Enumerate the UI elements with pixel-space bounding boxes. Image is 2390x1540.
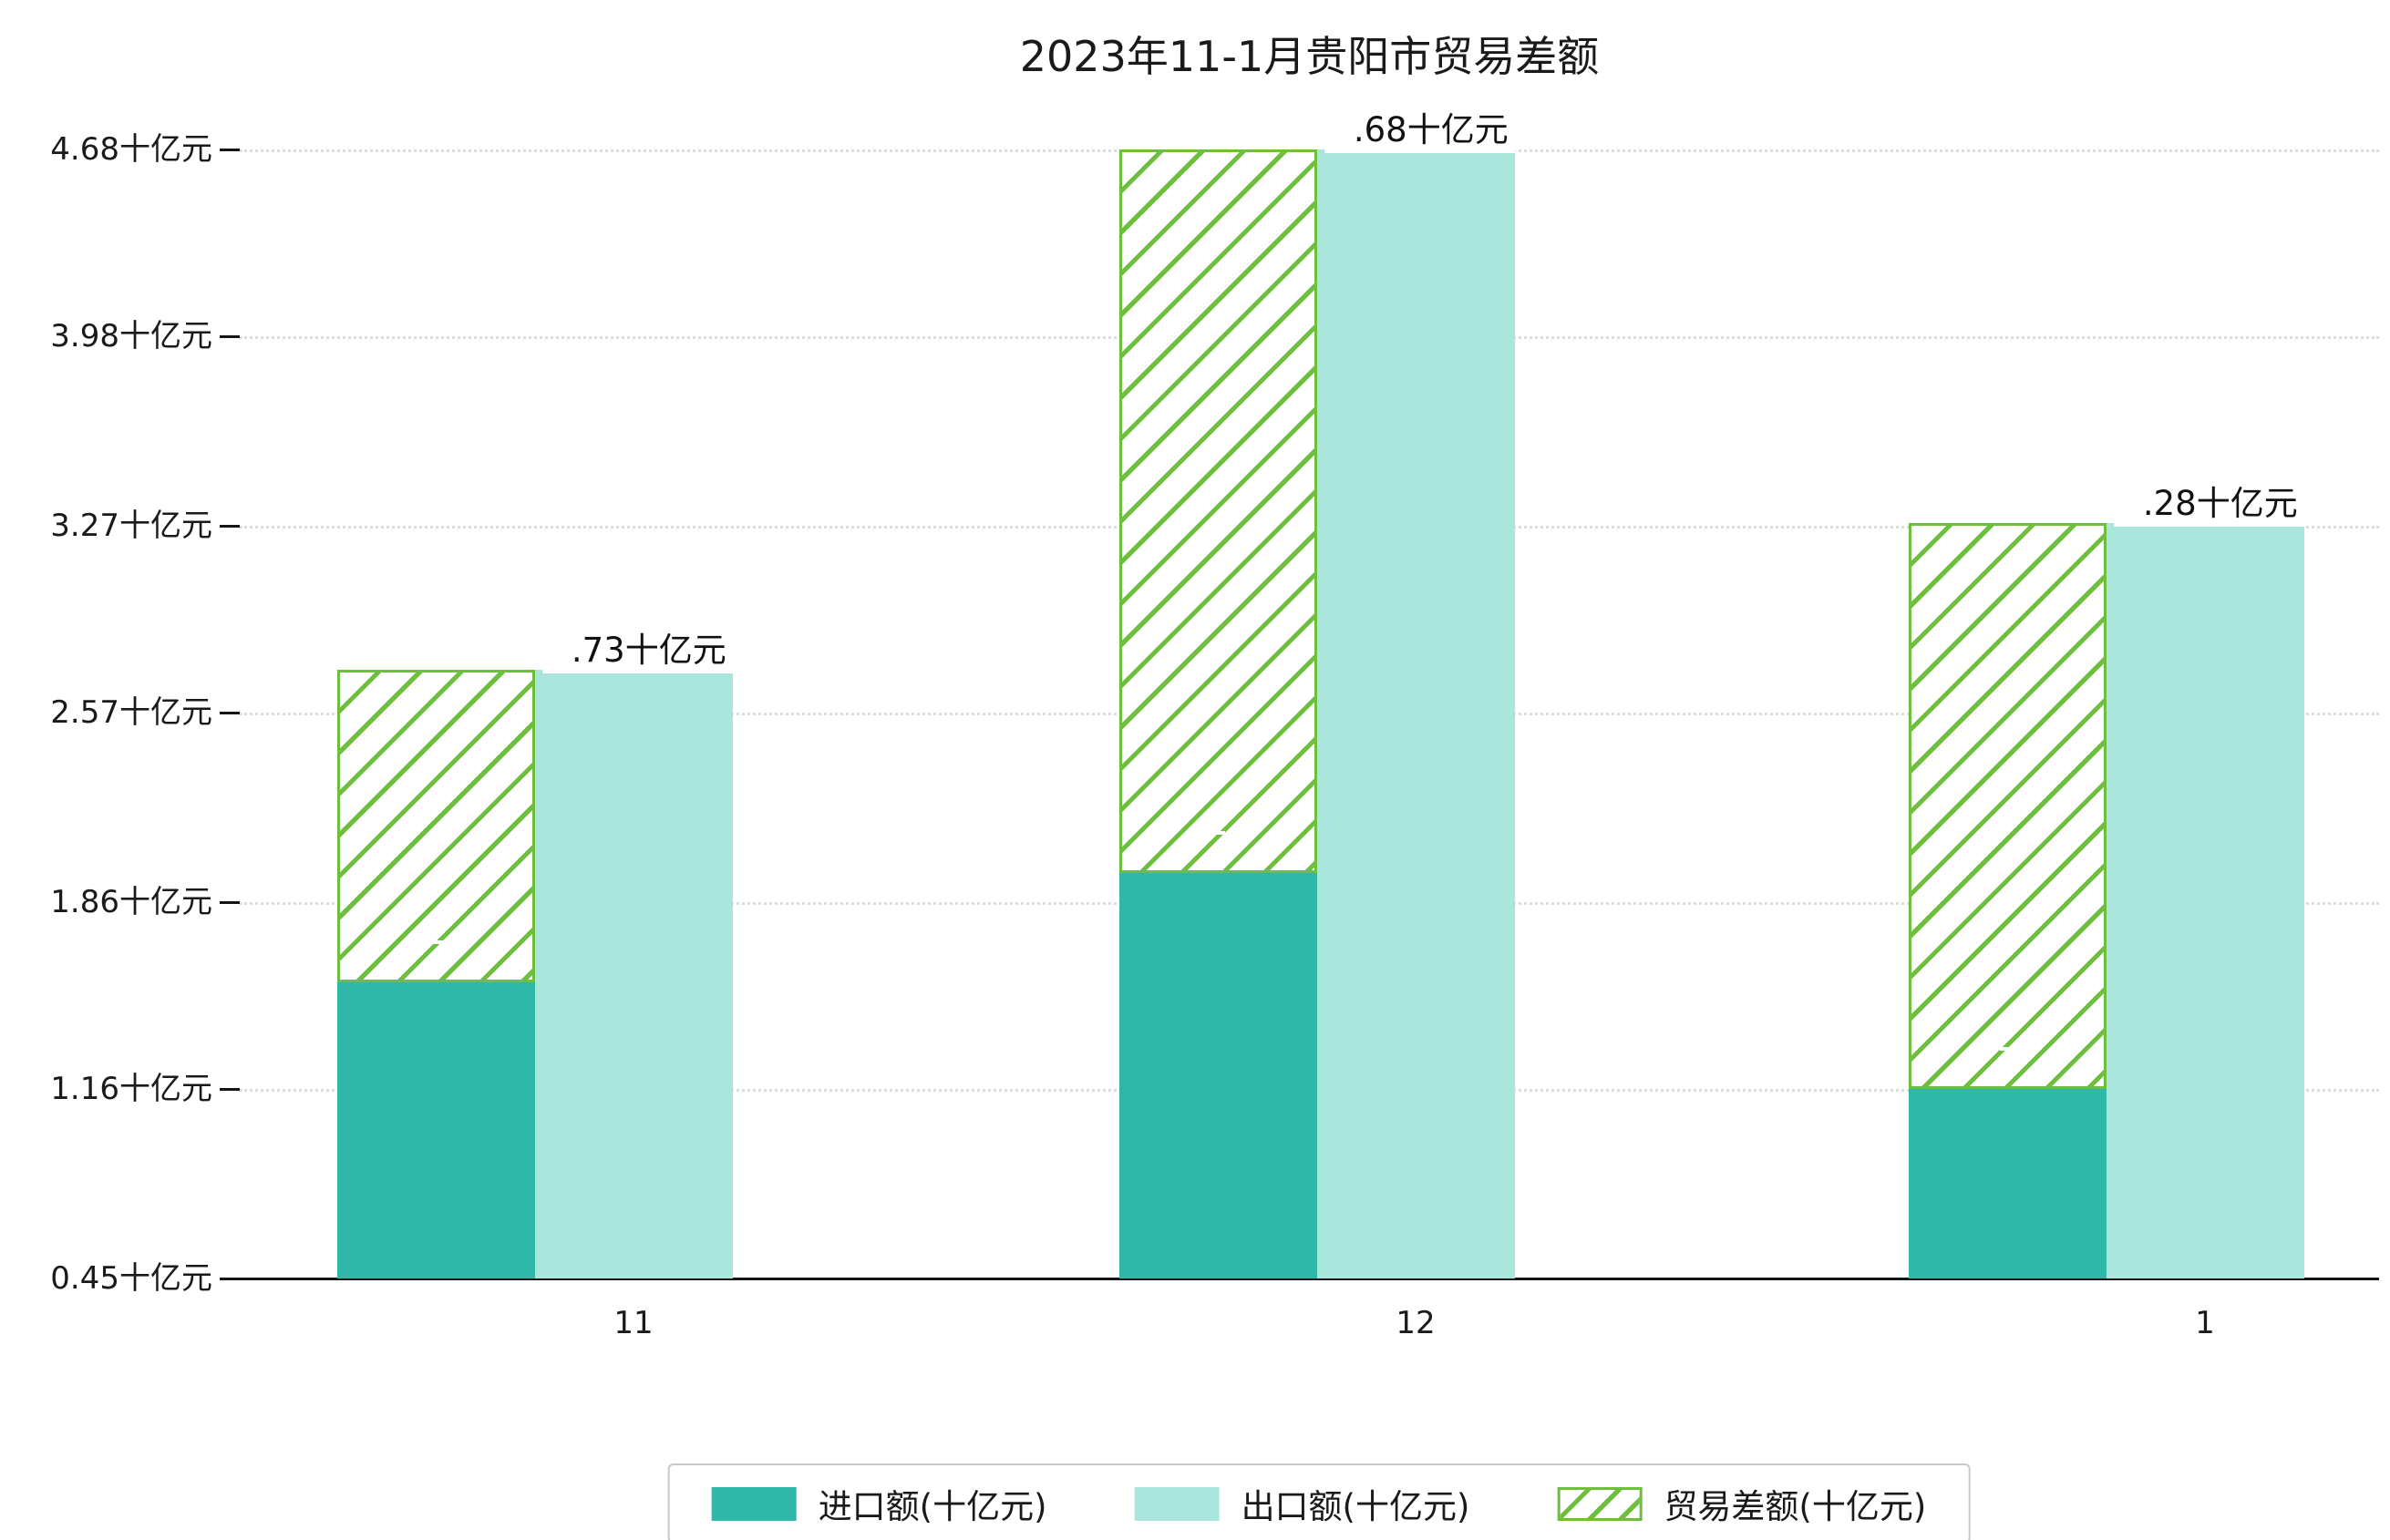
y-axis-tick-label: 3.98十亿元 — [50, 318, 212, 354]
chart-title: 2023年11-1月贵阳市贸易差额 — [1019, 32, 1600, 81]
label-trade-balance-11 — [428, 642, 443, 647]
label-import-11 — [428, 939, 443, 944]
y-tick-mark — [220, 1088, 240, 1091]
x-axis-tick-label: 1 — [2195, 1305, 2215, 1341]
import-swatch-icon — [711, 1486, 797, 1521]
bar-import-11 — [336, 981, 535, 1278]
legend-label-export: 出口额(十亿元) — [1241, 1487, 1470, 1526]
y-tick-mark — [220, 901, 240, 904]
y-tick-mark — [220, 149, 240, 151]
trade-balance-swatch-icon — [1557, 1486, 1643, 1521]
label-export-12: 4.68十亿元 — [1324, 108, 1516, 153]
label-import-1 — [2000, 1047, 2014, 1052]
legend-item-trade-balance: 贸易差额(十亿元) — [1557, 1479, 1926, 1528]
label-import-12 — [1210, 830, 1225, 835]
y-axis-tick-label: 3.27十亿元 — [50, 508, 212, 544]
y-axis-tick-label: 4.68十亿元 — [50, 131, 212, 168]
y-tick-mark — [220, 335, 240, 338]
bar-export-11 — [534, 670, 733, 1278]
label-trade-balance-12 — [1210, 122, 1225, 126]
legend: 进口额(十亿元) 出口额(十亿元) 贸易差额(十亿元) — [667, 1463, 1971, 1540]
y-tick-mark — [220, 525, 240, 528]
y-tick-mark — [220, 1278, 240, 1280]
x-axis-tick-label: 11 — [613, 1305, 654, 1341]
bar-trade-balance-11 — [336, 670, 535, 982]
x-axis-line — [240, 1278, 2379, 1280]
y-axis-tick-label: 1.16十亿元 — [50, 1071, 212, 1107]
label-export-1: 3.28十亿元 — [2114, 481, 2305, 528]
y-axis-tick-label: 2.57十亿元 — [50, 694, 212, 731]
bar-trade-balance-1 — [1908, 523, 2107, 1090]
bar-trade-balance-12 — [1118, 149, 1317, 873]
bar-import-12 — [1118, 872, 1317, 1278]
export-swatch-icon — [1134, 1486, 1220, 1521]
x-axis-tick-label: 12 — [1396, 1305, 1436, 1341]
y-axis-tick-label: 0.45十亿元 — [50, 1260, 212, 1297]
legend-item-import: 进口额(十亿元) — [711, 1479, 1047, 1528]
label-trade-balance-1 — [2000, 496, 2014, 500]
legend-item-export: 出口额(十亿元) — [1134, 1479, 1470, 1528]
bar-export-12 — [1316, 149, 1515, 1278]
bar-export-1 — [2106, 523, 2304, 1278]
legend-label-trade-balance: 贸易差额(十亿元) — [1664, 1487, 1927, 1526]
label-export-11: 2.73十亿元 — [542, 628, 734, 674]
y-axis-tick-label: 1.86十亿元 — [50, 884, 212, 920]
y-tick-mark — [220, 712, 240, 714]
bar-import-1 — [1908, 1089, 2107, 1278]
legend-label-import: 进口额(十亿元) — [818, 1487, 1047, 1526]
